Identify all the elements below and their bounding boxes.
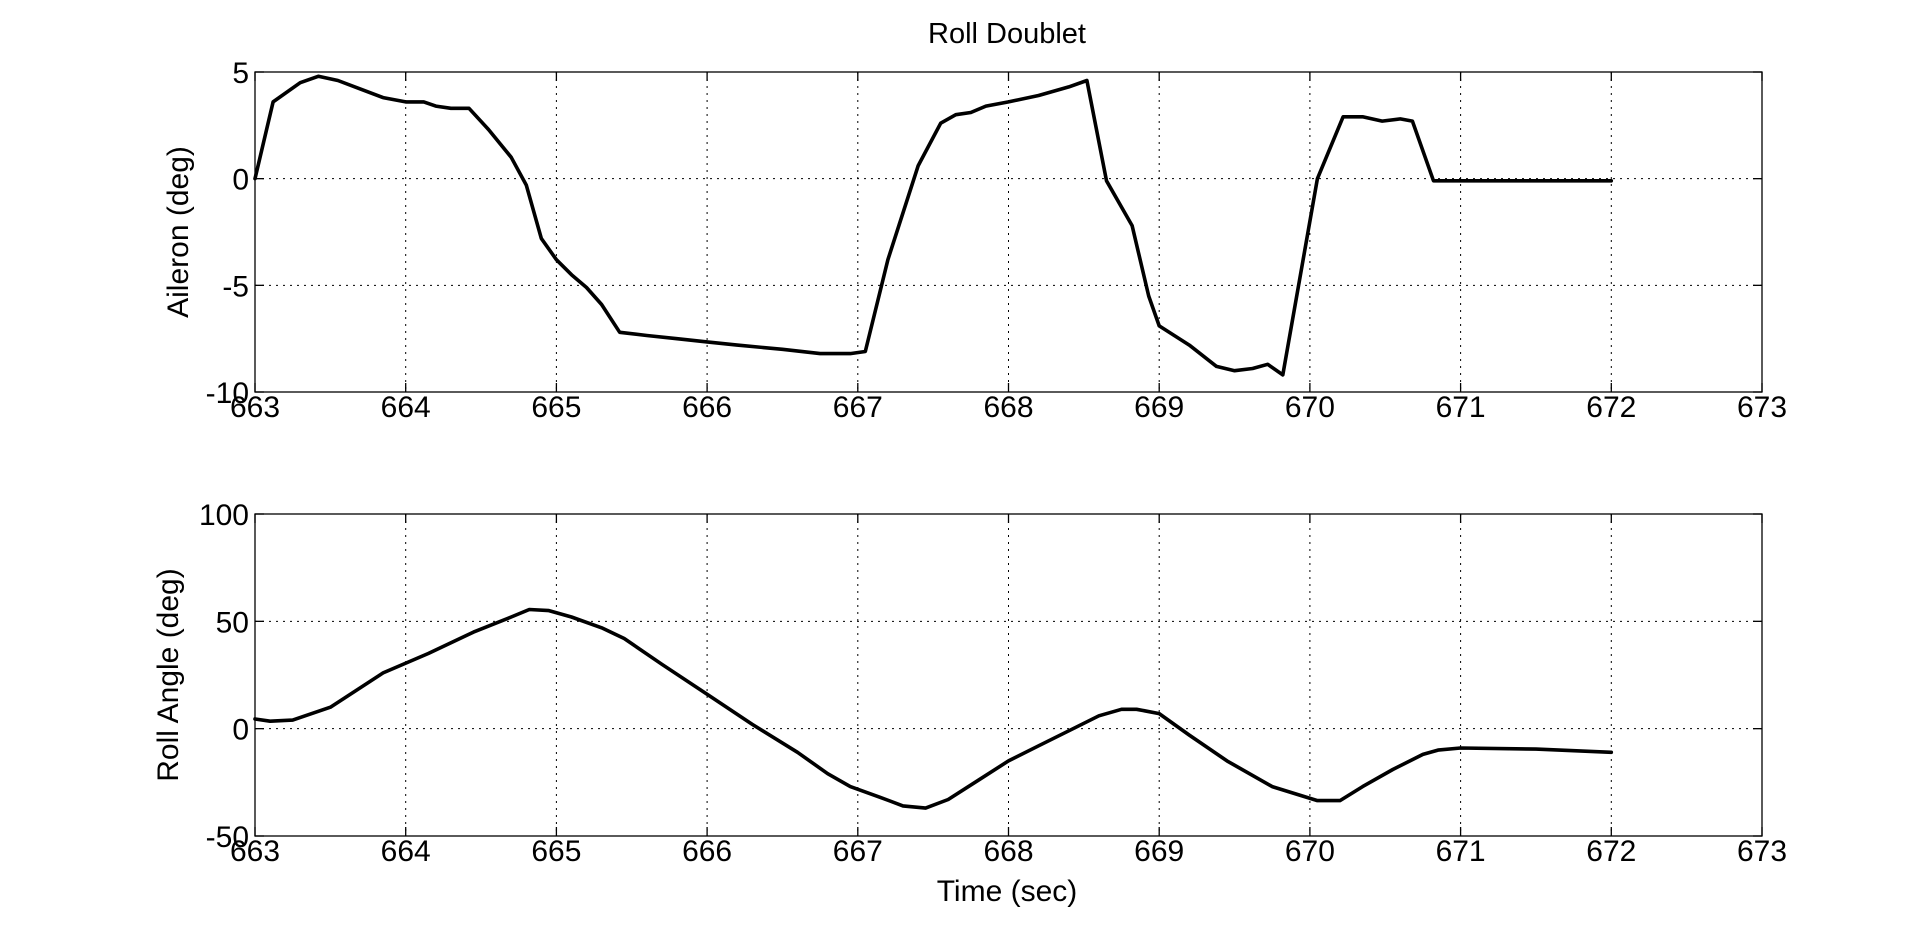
aileron-y-tick-label: -10 — [206, 377, 249, 410]
aileron-x-tick-label: 667 — [833, 391, 883, 424]
aileron-tick-marks — [254, 71, 1763, 393]
roll-angle-x-tick-label: 666 — [682, 835, 732, 868]
roll-angle-x-tick-label: 668 — [983, 835, 1033, 868]
aileron-x-tick-label: 663 — [230, 391, 280, 424]
aileron-y-tick-label: 0 — [232, 164, 249, 197]
roll-angle-x-tick-label: 663 — [230, 835, 280, 868]
aileron-x-tick-label: 672 — [1586, 391, 1636, 424]
aileron-x-tick-label: 666 — [682, 391, 732, 424]
aileron-x-tick-label: 673 — [1737, 391, 1787, 424]
roll-angle-x-tick-label: 673 — [1737, 835, 1787, 868]
roll-angle-series-line — [253, 607, 1614, 810]
roll-angle-y-tick-label: 0 — [232, 714, 249, 747]
roll-angle-y-tick-label: 100 — [199, 499, 249, 532]
aileron-x-tick-label: 670 — [1285, 391, 1335, 424]
aileron-x-tick-labels: 663 664 665 666 667 668 669 670 671 672 673 — [230, 391, 1787, 424]
x-axis-label: Time (sec) — [937, 875, 1078, 908]
aileron-y-tick-labels: -10 -5 0 5 — [206, 57, 249, 410]
roll-angle-x-tick-label: 670 — [1285, 835, 1335, 868]
roll-angle-x-tick-label: 664 — [381, 835, 431, 868]
roll-angle-x-tick-labels: 663 664 665 666 667 668 669 670 671 672 673 — [230, 835, 1787, 868]
chart-title: Roll Doublet — [928, 18, 1086, 50]
aileron-subplot: Roll Doublet 663 664 665 666 667 668 669 670 671… — [162, 18, 1787, 424]
roll-angle-x-tick-label: 672 — [1586, 835, 1636, 868]
roll-angle-x-tick-label: 665 — [531, 835, 581, 868]
aileron-x-tick-label: 665 — [531, 391, 581, 424]
roll-angle-subplot: 663 664 665 666 667 668 669 670 671 672 673 -50 0 50… — [152, 499, 1787, 908]
roll-angle-x-tick-label: 671 — [1436, 835, 1486, 868]
aileron-x-tick-label: 669 — [1134, 391, 1184, 424]
aileron-y-tick-label: -5 — [222, 270, 249, 303]
roll-angle-y-tick-labels: -50 0 50 100 — [199, 499, 249, 854]
roll-angle-y-axis-label: Roll Angle (deg) — [152, 568, 185, 781]
aileron-x-tick-label: 671 — [1436, 391, 1486, 424]
aileron-series-line — [253, 74, 1614, 377]
aileron-y-tick-label: 5 — [232, 57, 249, 90]
roll-angle-y-tick-label: -50 — [206, 821, 249, 854]
roll-angle-x-tick-label: 667 — [833, 835, 883, 868]
aileron-x-tick-label: 668 — [983, 391, 1033, 424]
aileron-y-axis-label: Aileron (deg) — [162, 146, 195, 318]
aileron-x-tick-label: 664 — [381, 391, 431, 424]
roll-angle-x-tick-label: 669 — [1134, 835, 1184, 868]
roll-angle-grid — [254, 513, 1763, 837]
roll-angle-y-tick-label: 50 — [216, 606, 249, 639]
roll-angle-tick-marks — [254, 513, 1763, 837]
